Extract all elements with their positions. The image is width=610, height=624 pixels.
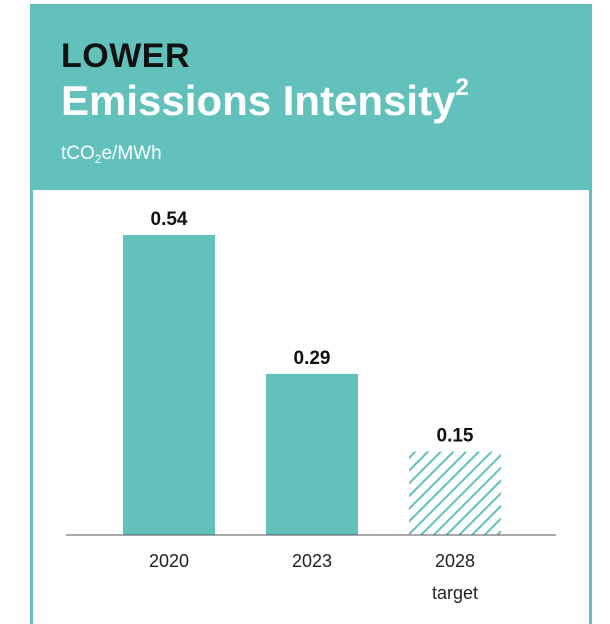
x-tick-label-2020: 2020 (149, 551, 189, 571)
data-label-2020: 0.54 (151, 209, 188, 230)
title-footnote-marker: 2 (455, 74, 469, 101)
unit-suffix: e/MWh (101, 143, 162, 164)
header-kicker: LOWER (61, 37, 191, 75)
unit-subscript: 2 (94, 152, 102, 166)
chart-title: Emissions Intensity2 (61, 74, 469, 125)
bar-2028 (409, 451, 501, 535)
chart-title-text: Emissions Intensity (61, 77, 456, 124)
x-tick-sublabel-2028: target (432, 583, 478, 603)
bar-2020 (123, 235, 215, 535)
bars-group (123, 235, 501, 535)
labels-group: 0.54 2020 0.29 2023 0.15 2028 target (149, 209, 478, 603)
chart-header: LOWER Emissions Intensity2 tCO2e/MWh (33, 7, 589, 190)
chart-unit: tCO2e/MWh (61, 143, 162, 165)
x-tick-label-2028: 2028 (435, 551, 475, 571)
unit-prefix: tCO (61, 143, 95, 164)
data-label-2023: 0.29 (294, 348, 331, 369)
bar-2023 (266, 373, 358, 535)
x-tick-label-2023: 2023 (292, 551, 332, 571)
data-label-2028: 0.15 (437, 426, 474, 447)
